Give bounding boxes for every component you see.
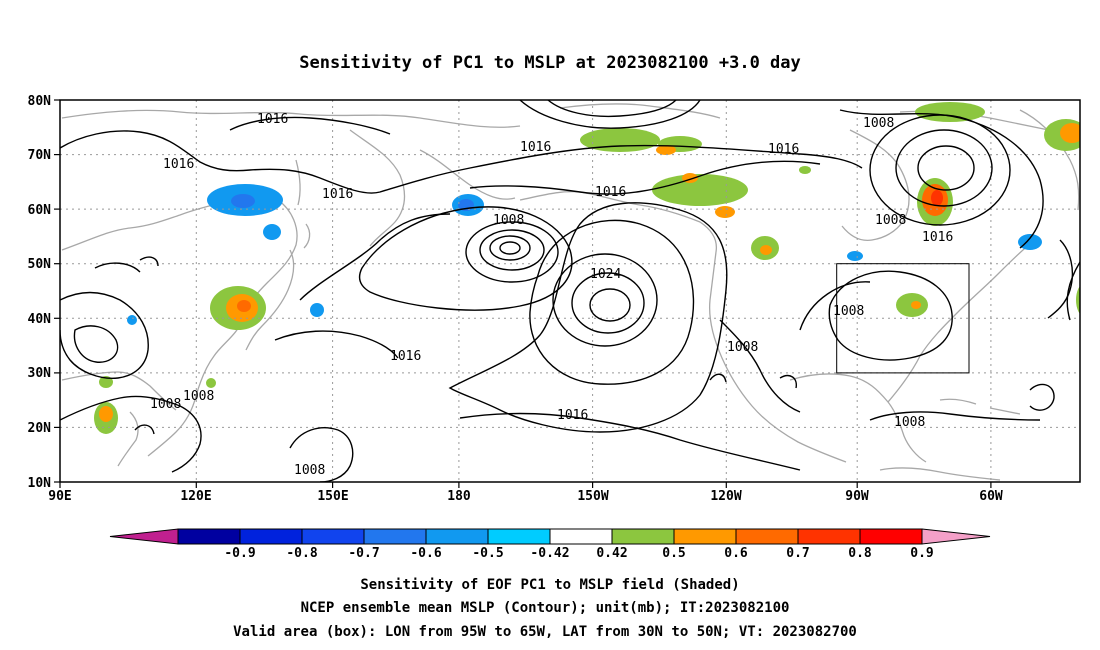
lat-label: 10N bbox=[28, 476, 52, 491]
colorbar-box bbox=[487, 528, 551, 545]
lon-label: 90W bbox=[845, 489, 869, 504]
shade-negative bbox=[231, 194, 255, 208]
colorbar-label: -0.6 bbox=[410, 546, 441, 561]
shade-positive bbox=[237, 300, 251, 312]
shade-positive bbox=[656, 145, 676, 155]
colorbar-box bbox=[177, 528, 241, 545]
shade-positive bbox=[760, 245, 772, 255]
shade-positive bbox=[652, 174, 748, 206]
lat-label: 20N bbox=[28, 421, 52, 436]
colorbar-box bbox=[611, 528, 675, 545]
sensitivity-shading bbox=[94, 102, 1090, 434]
shade-negative bbox=[847, 251, 863, 261]
lat-label: 60N bbox=[28, 203, 52, 218]
shade-negative bbox=[1018, 234, 1042, 250]
lon-label: 120E bbox=[180, 489, 211, 504]
colorbar-label: -0.7 bbox=[348, 546, 379, 561]
colorbar-label: 0.9 bbox=[910, 546, 933, 561]
colorbar-box bbox=[859, 528, 923, 545]
lon-label: 90E bbox=[48, 489, 71, 504]
shade-positive bbox=[931, 190, 943, 206]
contour-label: 1016 bbox=[922, 230, 953, 245]
contour-label: 1016 bbox=[768, 142, 799, 157]
valid-area-box bbox=[836, 263, 970, 374]
map-frame bbox=[59, 99, 1081, 483]
shade-positive bbox=[715, 206, 735, 218]
shade-negative bbox=[310, 303, 324, 317]
contour-label: 1008 bbox=[875, 213, 906, 228]
contour-label: 1008 bbox=[493, 213, 524, 228]
contour-label: 1008 bbox=[294, 463, 325, 478]
mslp-contours bbox=[60, 100, 1080, 482]
shade-positive bbox=[99, 376, 113, 388]
colorbar-box bbox=[239, 528, 303, 545]
colorbar-label: -0.8 bbox=[286, 546, 317, 561]
axis-ticks bbox=[54, 99, 992, 488]
contour-label: 1016 bbox=[595, 185, 626, 200]
colorbar-box bbox=[673, 528, 737, 545]
contour-label: 1008 bbox=[150, 397, 181, 412]
shade-positive bbox=[911, 301, 921, 309]
colorbar-label: 0.5 bbox=[662, 546, 685, 561]
caption-line-2: NCEP ensemble mean MSLP (Contour); unit(… bbox=[301, 600, 790, 616]
shade-positive bbox=[99, 406, 113, 422]
contour-label: 1008 bbox=[863, 116, 894, 131]
colorbar-arrow-high bbox=[921, 528, 991, 545]
colorbar-label: -0.9 bbox=[224, 546, 255, 561]
colorbar-label: -0.5 bbox=[472, 546, 503, 561]
colorbar-box bbox=[425, 528, 489, 545]
shade-negative bbox=[263, 224, 281, 240]
lat-label: 80N bbox=[28, 94, 52, 109]
colorbar-label: 0.42 bbox=[596, 546, 627, 561]
contour-label: 1016 bbox=[390, 349, 421, 364]
colorbar-box bbox=[735, 528, 799, 545]
map-background bbox=[60, 100, 1080, 482]
lon-label-group: 90E 120E 150E 180 150W 120W 90W 60W bbox=[48, 489, 1003, 504]
shade-positive bbox=[206, 378, 216, 388]
lat-label: 70N bbox=[28, 148, 52, 163]
shade-positive bbox=[1076, 286, 1080, 314]
map-panel: 1016 1016 1016 1016 1016 1016 1016 1016 … bbox=[28, 94, 1090, 504]
contour-label: 1016 bbox=[257, 112, 288, 127]
shade-positive bbox=[915, 102, 985, 122]
colorbar: -0.9 -0.8 -0.7 -0.6 -0.5 -0.42 0.42 0.5 0.6 0.7 0.… bbox=[109, 528, 991, 561]
lon-label: 150W bbox=[577, 489, 608, 504]
shade-negative bbox=[127, 315, 137, 325]
colorbar-box bbox=[301, 528, 365, 545]
lat-label: 50N bbox=[28, 257, 52, 272]
shade-positive bbox=[1060, 123, 1080, 143]
contour-label: 1008 bbox=[727, 340, 758, 355]
colorbar-label: 0.8 bbox=[848, 546, 872, 561]
shade-positive bbox=[1082, 288, 1090, 308]
caption-line-3: Valid area (box): LON from 95W to 65W, L… bbox=[233, 624, 857, 640]
lat-label-group: 80N 70N 60N 50N 40N 30N 20N 10N bbox=[28, 94, 52, 491]
colorbar-label: -0.42 bbox=[530, 546, 569, 561]
colorbar-box bbox=[797, 528, 861, 545]
lon-label: 150E bbox=[317, 489, 348, 504]
contour-label: 1016 bbox=[322, 187, 353, 202]
caption-line-1: Sensitivity of EOF PC1 to MSLP field (Sh… bbox=[360, 577, 739, 593]
colorbar-arrow-low bbox=[109, 528, 179, 545]
contour-label: 1008 bbox=[894, 415, 925, 430]
contour-label: 1016 bbox=[557, 408, 588, 423]
lat-label: 40N bbox=[28, 312, 52, 327]
contour-label: 1008 bbox=[183, 389, 214, 404]
colorbar-label: 0.7 bbox=[786, 546, 809, 561]
lon-label: 60W bbox=[979, 489, 1003, 504]
colorbar-box bbox=[363, 528, 427, 545]
map-title: Sensitivity of PC1 to MSLP at 2023082100… bbox=[299, 53, 801, 73]
lat-label: 30N bbox=[28, 366, 52, 381]
contour-label: 1008 bbox=[833, 304, 864, 319]
shade-positive bbox=[799, 166, 811, 174]
contour-label: 1024 bbox=[590, 267, 621, 282]
contour-label: 1016 bbox=[163, 157, 194, 172]
contour-label-group: 1016 1016 1016 1016 1016 1016 1016 1016 … bbox=[150, 112, 953, 478]
contour-label: 1016 bbox=[520, 140, 551, 155]
lon-label: 120W bbox=[710, 489, 741, 504]
caption-group: Sensitivity of EOF PC1 to MSLP field (Sh… bbox=[233, 577, 857, 640]
colorbar-box bbox=[549, 528, 613, 545]
lon-label: 180 bbox=[447, 489, 471, 504]
colorbar-label: 0.6 bbox=[724, 546, 748, 561]
